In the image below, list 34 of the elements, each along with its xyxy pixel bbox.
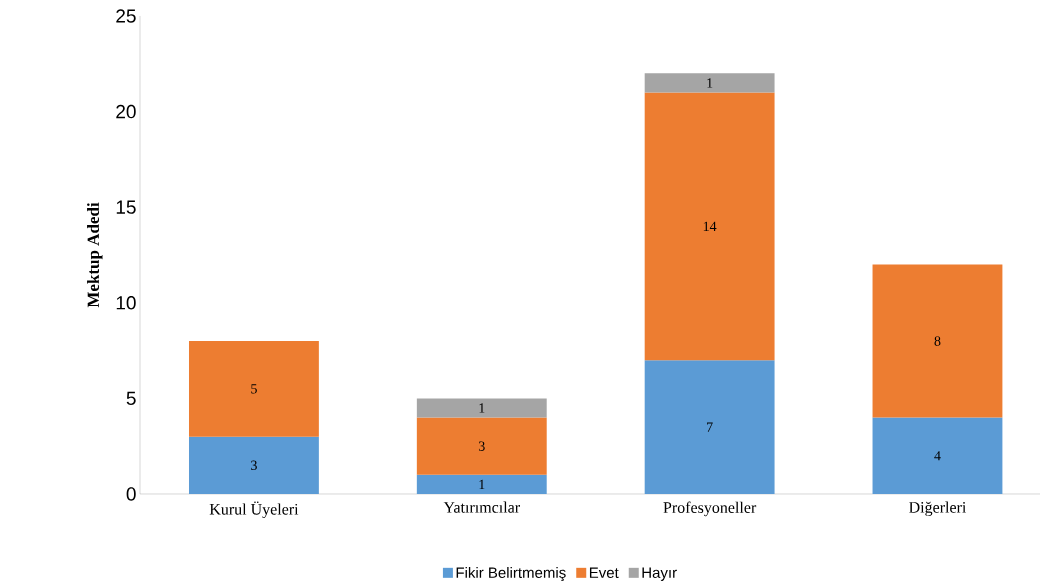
data-label: 8 — [934, 336, 941, 346]
data-label: 1 — [479, 403, 485, 413]
data-label: 7 — [707, 422, 713, 432]
data-label: 4 — [934, 451, 941, 461]
data-label: 1 — [707, 78, 713, 88]
y-tick-label: 25 — [116, 9, 136, 23]
legend-label: Hayır — [642, 567, 677, 581]
bar — [188, 341, 319, 437]
x-tick-label: Yatırımcılar — [443, 501, 520, 513]
y-tick-label: 5 — [126, 391, 136, 406]
bar — [416, 417, 547, 475]
data-label: 14 — [703, 221, 717, 231]
y-axis-title: Mektup Adedi — [87, 202, 103, 308]
bar — [416, 398, 547, 418]
y-tick-label: 15 — [116, 200, 136, 214]
x-tick-label: Profesyoneller — [663, 501, 757, 517]
legend-label: Evet — [589, 567, 619, 578]
bar — [872, 264, 1003, 418]
data-label: 3 — [478, 441, 485, 451]
y-tick-label: 0 — [126, 487, 136, 501]
bar — [872, 417, 1003, 494]
data-label: 3 — [251, 460, 257, 471]
bar — [644, 92, 775, 361]
y-tick-label: 20 — [116, 104, 136, 119]
legend-label: Fikir Belirtmemiş — [456, 566, 566, 582]
x-tick-label: Kurul Üyeleri — [209, 501, 299, 518]
x-tick-label: Diğerleri — [909, 501, 967, 517]
y-tick-label: 10 — [116, 296, 136, 310]
bar — [188, 436, 319, 494]
bar — [644, 360, 775, 494]
bar — [416, 474, 547, 494]
data-label: 5 — [251, 384, 257, 394]
bar — [644, 73, 775, 93]
data-label: 1 — [479, 479, 485, 490]
